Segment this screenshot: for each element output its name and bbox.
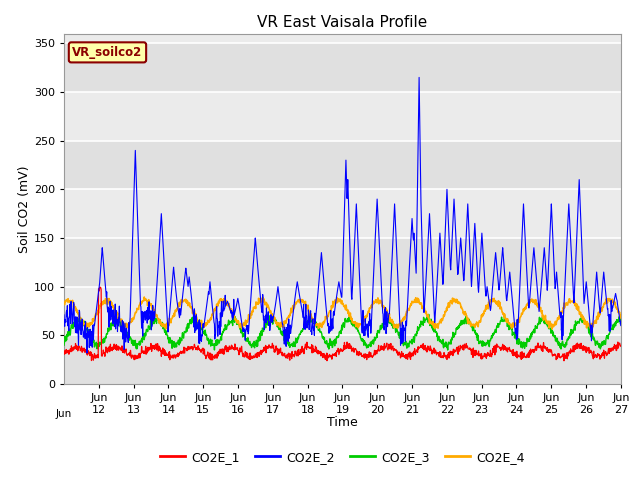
CO2E_2 [126,314,134,320]
CO2E_3 [126,336,134,342]
CO2E_3 [103,331,111,336]
CO2E_4 [140,294,148,300]
CO2E_4 [548,326,556,332]
CO2E_4 [318,322,326,328]
CO2E_1 [378,343,385,348]
CO2E_2 [83,350,91,356]
CO2E_1 [60,350,68,356]
CO2E_1 [308,350,316,356]
Bar [64,92,621,141]
CO2E_1 [126,353,134,359]
CO2E_3 [296,332,304,337]
CO2E_1 [617,344,625,349]
Line: CO2E_3: CO2E_3 [64,314,621,350]
CO2E_4 [126,319,134,325]
CO2E_4 [617,315,625,321]
Bar [64,336,621,384]
CO2E_1 [96,284,104,290]
Y-axis label: Soil CO2 (mV): Soil CO2 (mV) [18,165,31,252]
Line: CO2E_1: CO2E_1 [64,287,621,361]
Title: VR East Vaisala Profile: VR East Vaisala Profile [257,15,428,30]
CO2E_2 [60,312,68,318]
CO2E_1 [560,358,568,364]
CO2E_4 [378,300,385,306]
CO2E_3 [377,326,385,332]
CO2E_3 [308,316,316,322]
Bar [64,287,621,336]
CO2E_3 [444,347,452,353]
CO2E_4 [297,296,305,302]
X-axis label: Time: Time [327,416,358,429]
Bar [64,189,621,238]
CO2E_4 [60,301,68,307]
Bar [64,141,621,189]
CO2E_2 [378,279,385,285]
CO2E_2 [415,74,423,80]
Bar [64,43,621,92]
Line: CO2E_2: CO2E_2 [64,77,621,353]
CO2E_2 [617,323,625,328]
Text: Jun: Jun [56,408,72,419]
CO2E_3 [60,342,68,348]
CO2E_4 [103,296,111,301]
Bar [64,238,621,287]
CO2E_1 [318,352,326,358]
CO2E_4 [308,316,316,322]
CO2E_3 [318,331,326,336]
Legend: CO2E_1, CO2E_2, CO2E_3, CO2E_4: CO2E_1, CO2E_2, CO2E_3, CO2E_4 [156,446,529,469]
Bar [64,0,621,43]
CO2E_2 [318,259,326,264]
CO2E_2 [308,324,316,330]
Line: CO2E_4: CO2E_4 [64,297,621,329]
CO2E_3 [425,312,433,317]
CO2E_2 [297,299,305,305]
CO2E_1 [104,350,111,356]
CO2E_2 [104,307,111,312]
CO2E_1 [297,348,305,353]
Text: VR_soilco2: VR_soilco2 [72,46,143,59]
CO2E_3 [617,319,625,325]
